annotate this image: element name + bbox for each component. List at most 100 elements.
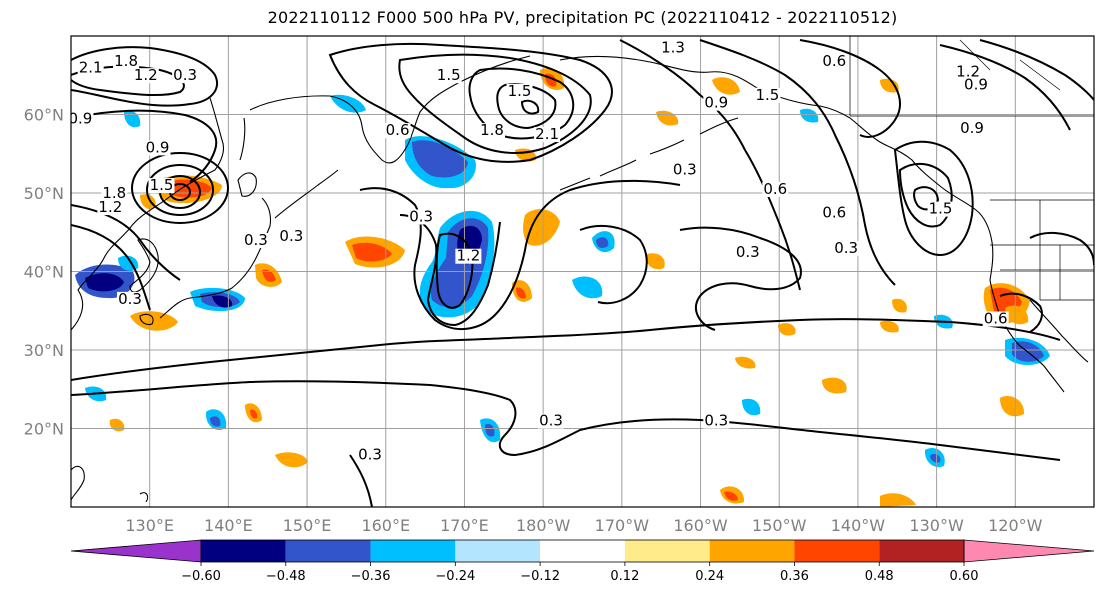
precip-positive-patch bbox=[1005, 305, 1029, 325]
precip-negative-patch bbox=[800, 108, 819, 123]
colorbar-bin bbox=[540, 540, 625, 562]
lat-tick-label: 60°N bbox=[24, 106, 64, 125]
latitude-labels: 20°N 30°N 40°N 50°N 60°N bbox=[24, 106, 64, 439]
contour-label-bg bbox=[479, 123, 506, 139]
colorbar-tick-label: 0.36 bbox=[780, 569, 809, 584]
contour-label-bg bbox=[77, 60, 104, 76]
pv-contour-label: 0.3 bbox=[173, 66, 197, 84]
precip-negative-patch bbox=[930, 453, 941, 463]
colorbar-bin bbox=[794, 540, 880, 562]
precip-negative-patch bbox=[596, 237, 609, 248]
colorbar-tick-label: −0.36 bbox=[351, 569, 391, 584]
lon-tick-label: 120°W bbox=[988, 516, 1043, 535]
precip-positive-patch bbox=[130, 311, 178, 331]
precip-negative-patch bbox=[742, 398, 761, 416]
pv-contour-label: 0.3 bbox=[834, 239, 858, 257]
contour-label-bg bbox=[959, 120, 986, 136]
precip-anomaly-layer bbox=[75, 68, 1050, 507]
pv-contour-label: 0.9 bbox=[69, 109, 93, 127]
contour-label-bg bbox=[101, 185, 128, 201]
contour-label-bg bbox=[408, 209, 435, 225]
pv-contour-label: 0.3 bbox=[279, 227, 303, 245]
lon-tick-label: 150°E bbox=[283, 516, 332, 535]
pv-contour-label: 1.5 bbox=[755, 86, 779, 104]
precip-negative-patch bbox=[212, 295, 233, 308]
contour-label-bg bbox=[455, 248, 482, 264]
pv-contour-label: 0.6 bbox=[763, 180, 787, 198]
pv-contour-label: 0.3 bbox=[736, 243, 760, 261]
colorbar-tick-label: 0.12 bbox=[610, 569, 639, 584]
precip-positive-patch bbox=[275, 452, 308, 468]
contour-label-bg bbox=[113, 54, 140, 70]
pv-contour-label: 2.1 bbox=[79, 58, 103, 76]
precip-positive-patch bbox=[645, 253, 665, 270]
colorbar-bin bbox=[370, 540, 456, 562]
pv-contour-label: 0.9 bbox=[146, 138, 170, 156]
pv-contour-label: 1.2 bbox=[134, 66, 158, 84]
precip-positive-patch bbox=[523, 209, 560, 246]
contour-label-bg bbox=[242, 233, 269, 249]
pv-contour-label: 1.5 bbox=[929, 200, 953, 218]
pv-contour-label: 1.2 bbox=[98, 198, 122, 216]
pv-contour-label: 0.6 bbox=[822, 52, 846, 70]
colorbar-bin bbox=[709, 540, 795, 562]
contour-label-bg bbox=[357, 447, 384, 463]
contour-label-bg bbox=[833, 240, 860, 256]
colorbar-bin bbox=[285, 540, 371, 562]
pv-contour-label: 1.8 bbox=[114, 52, 138, 70]
lon-tick-label: 160°W bbox=[673, 516, 728, 535]
contour-label-bg bbox=[538, 413, 565, 429]
contour-label-bg bbox=[117, 291, 144, 307]
precip-positive-patch bbox=[1000, 395, 1025, 417]
colorbar-bin bbox=[624, 540, 710, 562]
pv-contour-label: 0.6 bbox=[984, 310, 1008, 328]
pv-contour-label: 0.3 bbox=[539, 412, 563, 430]
colorbar-extend-max bbox=[963, 539, 1095, 563]
contour-label-bg bbox=[821, 54, 848, 70]
pv-contour-labels: 1.82.1 1.2 0.30.90.91.51.81.20.30.60.31.21… bbox=[69, 39, 1009, 463]
precip-positive-patch bbox=[880, 493, 916, 507]
colorbar-tick-label: −0.48 bbox=[266, 569, 306, 584]
contour-label-bg bbox=[278, 229, 305, 245]
contour-label-bg bbox=[703, 95, 730, 111]
contour-label-bg bbox=[132, 68, 159, 84]
contour-label-bg bbox=[659, 40, 686, 56]
lon-tick-label: 130°E bbox=[125, 516, 174, 535]
colorbar-tick-label: −0.24 bbox=[435, 569, 475, 584]
pv-contour-label: 0.3 bbox=[704, 412, 728, 430]
longitude-labels: 130°E 140°E 150°E 160°E 170°E 180°W 170°W 160°W… bbox=[125, 516, 1042, 535]
pv-contour-label: 1.5 bbox=[508, 82, 532, 100]
contour-label-bg bbox=[384, 123, 411, 139]
precip-positive-patch bbox=[892, 298, 907, 313]
pv-contour-label: 0.3 bbox=[673, 160, 697, 178]
coastlines bbox=[71, 55, 1089, 503]
precip-positive-patch bbox=[724, 491, 738, 501]
map-title: 2022110112 F000 500 hPa PV, precipitatio… bbox=[267, 8, 898, 27]
precip-negative-patch bbox=[210, 416, 221, 427]
lon-tick-label: 180°W bbox=[516, 516, 571, 535]
map-frame bbox=[70, 35, 1095, 508]
precip-positive-patch bbox=[880, 320, 899, 333]
pv-contour-label: 0.9 bbox=[964, 76, 988, 94]
contour-label-bg bbox=[821, 205, 848, 221]
colorbar-bin bbox=[879, 540, 964, 562]
lat-tick-label: 20°N bbox=[24, 420, 64, 439]
pv-contour-label: 0.3 bbox=[409, 207, 433, 225]
precip-positive-patch bbox=[712, 77, 740, 95]
contour-label-bg bbox=[955, 64, 982, 80]
contour-label-bg bbox=[71, 111, 94, 127]
pv-contour-label: 0.6 bbox=[822, 204, 846, 222]
contour-label-bg bbox=[148, 178, 175, 194]
lat-tick-label: 50°N bbox=[24, 184, 64, 203]
colorbar-bin bbox=[455, 540, 541, 562]
lon-tick-label: 150°W bbox=[752, 516, 807, 535]
lon-tick-label: 160°E bbox=[361, 516, 410, 535]
precip-negative-patch bbox=[485, 424, 495, 437]
pv-contour-label: 1.2 bbox=[456, 247, 480, 265]
precip-positive-patch bbox=[516, 287, 526, 299]
precip-negative-patch bbox=[85, 273, 124, 292]
precip-positive-patch bbox=[822, 377, 847, 394]
contour-label-bg bbox=[506, 83, 533, 99]
